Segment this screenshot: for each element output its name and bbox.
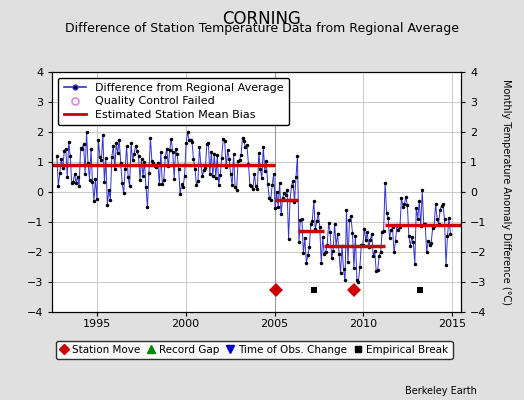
Text: CORNING: CORNING bbox=[223, 10, 301, 28]
Y-axis label: Monthly Temperature Anomaly Difference (°C): Monthly Temperature Anomaly Difference (… bbox=[500, 79, 510, 305]
Legend: Difference from Regional Average, Quality Control Failed, Estimated Station Mean: Difference from Regional Average, Qualit… bbox=[58, 78, 289, 125]
Legend: Station Move, Record Gap, Time of Obs. Change, Empirical Break: Station Move, Record Gap, Time of Obs. C… bbox=[56, 341, 453, 359]
Text: Berkeley Earth: Berkeley Earth bbox=[405, 386, 477, 396]
Text: Difference of Station Temperature Data from Regional Average: Difference of Station Temperature Data f… bbox=[65, 22, 459, 35]
